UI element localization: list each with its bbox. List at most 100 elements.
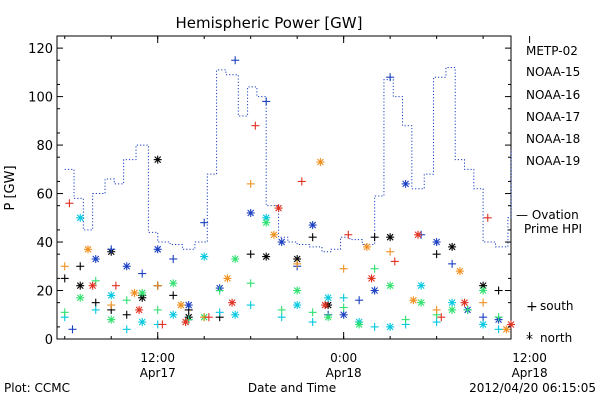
data-point-noaa-19-north	[228, 298, 237, 307]
data-point-noaa-18-south	[60, 262, 69, 271]
data-point-noaa-17-north	[417, 298, 426, 307]
y-tick-label: 100	[28, 91, 53, 106]
data-point-noaa-17-south	[370, 264, 379, 273]
y-tick-label: 120	[28, 42, 53, 57]
data-point-noaa-16-south	[494, 325, 503, 334]
data-point-noaa-17-south	[463, 305, 472, 314]
data-point-noaa-19-south	[111, 281, 120, 290]
data-point-metp-02-south	[308, 233, 317, 242]
data-point-noaa-16-north	[231, 310, 240, 319]
data-point-noaa-19-north	[181, 318, 190, 327]
data-point-noaa-16-north	[293, 301, 302, 310]
data-point-noaa-15-north	[432, 238, 441, 247]
legend: METP-02 NOAA-15 NOAA-16 NOAA-17 NOAA-18 …	[516, 44, 582, 348]
data-point-noaa-15-north	[153, 245, 162, 254]
data-point-noaa-18-south	[246, 179, 255, 188]
x-tick-time-label: 12:00	[140, 351, 175, 365]
ovation-prime-hpi-line	[64, 67, 512, 253]
data-point-metp-02-north	[293, 255, 302, 264]
x-tick-time-label: 12:00	[512, 351, 547, 365]
data-point-noaa-16-north	[107, 291, 116, 300]
data-point-noaa-15-south	[386, 73, 395, 82]
data-point-metp-02-south	[246, 250, 255, 259]
data-point-noaa-17-north	[479, 286, 488, 295]
legend-south-label: south	[540, 299, 574, 313]
legend-ovation-line2: Prime HPI	[524, 222, 582, 236]
data-point-noaa-17-south	[122, 296, 131, 305]
y-axis-label: P [GW]	[3, 165, 18, 210]
data-point-noaa-15-north	[122, 262, 131, 271]
data-point-noaa-15-north	[308, 221, 317, 230]
data-point-noaa-18-south	[432, 305, 441, 314]
data-point-noaa-16-south	[432, 318, 441, 327]
data-point-noaa-19-north	[460, 298, 469, 307]
data-point-metp-02-north	[262, 252, 271, 261]
data-point-noaa-19-north	[88, 281, 97, 290]
data-point-noaa-15-north	[91, 255, 100, 264]
data-point-noaa-18-south	[107, 301, 116, 310]
data-point-noaa-16-south	[91, 305, 100, 314]
legend-item-noaa16: NOAA-16	[526, 88, 580, 102]
data-point-noaa-18-north	[455, 267, 464, 276]
data-point-noaa-16-south	[277, 313, 286, 322]
x-tick-time-label: 0:00	[330, 351, 357, 365]
data-point-noaa-19-south	[65, 199, 74, 208]
data-point-noaa-19-south	[437, 313, 446, 322]
data-point-noaa-17-south	[277, 305, 286, 314]
data-point-noaa-16-north	[386, 322, 395, 331]
data-point-noaa-17-north	[448, 305, 457, 314]
legend-north-label: north	[540, 331, 572, 345]
x-tick-date-label: Apr18	[512, 366, 548, 380]
data-point-noaa-17-south	[308, 308, 317, 317]
data-point-metp-02-south	[370, 233, 379, 242]
y-tick-label: 20	[36, 285, 53, 300]
data-point-noaa-16-south	[339, 293, 348, 302]
data-point-noaa-17-north	[107, 315, 116, 324]
chart-title: Hemispheric Power [GW]	[176, 14, 363, 32]
data-point-noaa-16-north	[76, 213, 85, 222]
data-point-noaa-16-north	[138, 318, 147, 327]
x-tick-date-label: Apr17	[140, 366, 176, 380]
data-point-noaa-16-north	[169, 310, 178, 319]
data-point-noaa-17-north	[355, 320, 364, 329]
data-point-metp-02-south	[76, 262, 85, 271]
data-point-noaa-18-south	[339, 264, 348, 273]
plot-timestamp: 2012/04/20 06:15:05	[469, 381, 596, 395]
legend-item-noaa15: NOAA-15	[526, 65, 580, 79]
y-tick-label: 60	[36, 188, 53, 203]
data-point-noaa-17-north	[76, 293, 85, 302]
data-point-noaa-16-north	[417, 281, 426, 290]
data-point-noaa-15-south	[200, 218, 209, 227]
data-point-noaa-19-north	[274, 204, 283, 213]
data-point-noaa-15-south	[169, 255, 178, 264]
data-point-noaa-17-south	[91, 276, 100, 285]
x-tick-date-label: Apr18	[326, 366, 362, 380]
data-point-noaa-16-north	[448, 298, 457, 307]
data-point-noaa-15-north	[246, 208, 255, 217]
data-point-noaa-19-south	[251, 121, 260, 130]
data-point-metp-02-north	[386, 233, 395, 242]
data-point-noaa-17-north	[324, 313, 333, 322]
data-point-noaa-19-north	[321, 301, 330, 310]
data-point-noaa-17-south	[215, 286, 224, 295]
data-point-noaa-15-north	[370, 286, 379, 295]
data-point-noaa-17-north	[169, 279, 178, 288]
x-axis: 12:00Apr170:00Apr1812:00Apr180:00Apr1912…	[64, 36, 548, 380]
data-point-noaa-17-north	[386, 281, 395, 290]
data-point-noaa-19-north	[135, 305, 144, 314]
data-point-noaa-15-south	[479, 313, 488, 322]
legend-south-symbol: +	[526, 299, 538, 315]
data-point-noaa-16-south	[122, 325, 131, 334]
data-point-metp-02-south	[169, 291, 178, 300]
plot-credit: Plot: CCMC	[4, 381, 70, 395]
data-point-noaa-18-north	[130, 288, 139, 297]
data-point-noaa-15-south	[107, 245, 116, 254]
data-point-metp-02-south	[494, 286, 503, 295]
data-point-noaa-17-south	[494, 313, 503, 322]
data-point-noaa-15-south	[355, 296, 364, 305]
data-point-noaa-16-south	[308, 318, 317, 327]
legend-north-symbol: *	[526, 332, 533, 348]
data-point-metp-02-south	[122, 310, 131, 319]
data-point-noaa-16-south	[215, 308, 224, 317]
legend-item-noaa17: NOAA-17	[526, 110, 580, 124]
